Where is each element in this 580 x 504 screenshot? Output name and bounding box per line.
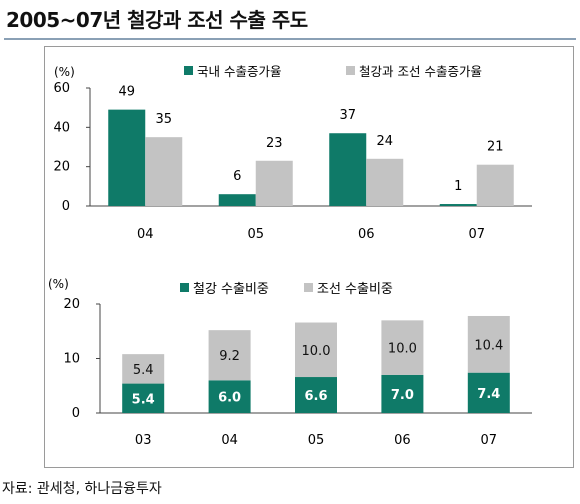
stacked-bar-segment bbox=[295, 322, 337, 378]
bar bbox=[366, 158, 404, 206]
y-tick-label: 60 bbox=[53, 81, 70, 96]
stacked-bar-segment bbox=[208, 330, 251, 381]
stacked-bar-segment bbox=[208, 380, 251, 413]
x-tick-label: 03 bbox=[135, 433, 152, 448]
data-label: 6 bbox=[233, 169, 241, 184]
legend-label: 철강 수출비중 bbox=[193, 282, 269, 297]
bar bbox=[439, 204, 477, 206]
bar bbox=[218, 194, 256, 206]
stacked-bar-segment bbox=[381, 374, 424, 413]
legend-label: 철강과 조선 수출증가율 bbox=[359, 64, 482, 79]
data-label: 10.0 bbox=[302, 344, 331, 359]
legend-swatch bbox=[304, 283, 313, 292]
data-label: 37 bbox=[339, 108, 356, 123]
x-tick-label: 07 bbox=[481, 433, 498, 448]
y-tick-label: 10 bbox=[63, 352, 80, 367]
x-tick-label: 04 bbox=[137, 227, 154, 242]
stacked-bar-segment bbox=[295, 377, 337, 413]
stacked-bar-segment bbox=[467, 315, 510, 373]
y-tick-label: 40 bbox=[53, 120, 70, 135]
bar bbox=[108, 109, 146, 206]
data-label: 23 bbox=[266, 136, 283, 151]
x-tick-label: 06 bbox=[358, 227, 375, 242]
y-tick-label: 20 bbox=[53, 160, 70, 175]
source-note: 자료: 관세청, 하나금융투자 bbox=[2, 481, 162, 497]
y-tick-label: 20 bbox=[63, 297, 80, 312]
data-label: 5.4 bbox=[132, 392, 155, 407]
stacked-bar-segment bbox=[381, 320, 424, 375]
data-label: 10.0 bbox=[388, 342, 417, 357]
title-divider bbox=[4, 38, 576, 40]
data-label: 6.0 bbox=[218, 391, 241, 406]
y-tick-label: 0 bbox=[72, 406, 80, 421]
legend-swatch bbox=[184, 66, 193, 75]
x-tick-label: 04 bbox=[221, 433, 238, 448]
y-tick-label: 0 bbox=[62, 199, 70, 214]
bar bbox=[145, 137, 183, 206]
data-label: 5.4 bbox=[133, 363, 154, 378]
legend-label: 국내 수출증가율 bbox=[197, 64, 281, 79]
data-label: 49 bbox=[118, 85, 135, 100]
stacked-bar-segment bbox=[122, 383, 165, 413]
page-title: 2005~07년 철강과 조선 수출 주도 bbox=[6, 8, 308, 32]
x-tick-label: 05 bbox=[308, 433, 325, 448]
data-label: 10.4 bbox=[474, 338, 503, 353]
data-label: 6.6 bbox=[304, 389, 327, 404]
y-axis-unit: (%) bbox=[54, 65, 75, 79]
data-label: 7.0 bbox=[391, 388, 414, 403]
legend-swatch bbox=[346, 66, 355, 75]
data-label: 9.2 bbox=[219, 349, 240, 364]
stacked-bar-segment bbox=[122, 354, 165, 384]
data-label: 7.4 bbox=[477, 387, 500, 402]
x-tick-label: 06 bbox=[394, 433, 411, 448]
y-axis-unit: (%) bbox=[48, 277, 69, 291]
data-label: 21 bbox=[487, 140, 504, 155]
bar bbox=[255, 160, 293, 206]
legend-swatch bbox=[180, 283, 189, 292]
legend-label: 조선 수출비중 bbox=[317, 282, 393, 297]
bar bbox=[476, 164, 514, 206]
data-label: 24 bbox=[376, 134, 393, 149]
bar bbox=[329, 133, 367, 206]
x-tick-label: 07 bbox=[468, 227, 485, 242]
x-tick-label: 05 bbox=[247, 227, 264, 242]
data-label: 35 bbox=[155, 112, 172, 127]
stacked-bar-segment bbox=[467, 372, 510, 413]
data-label: 1 bbox=[454, 179, 462, 194]
